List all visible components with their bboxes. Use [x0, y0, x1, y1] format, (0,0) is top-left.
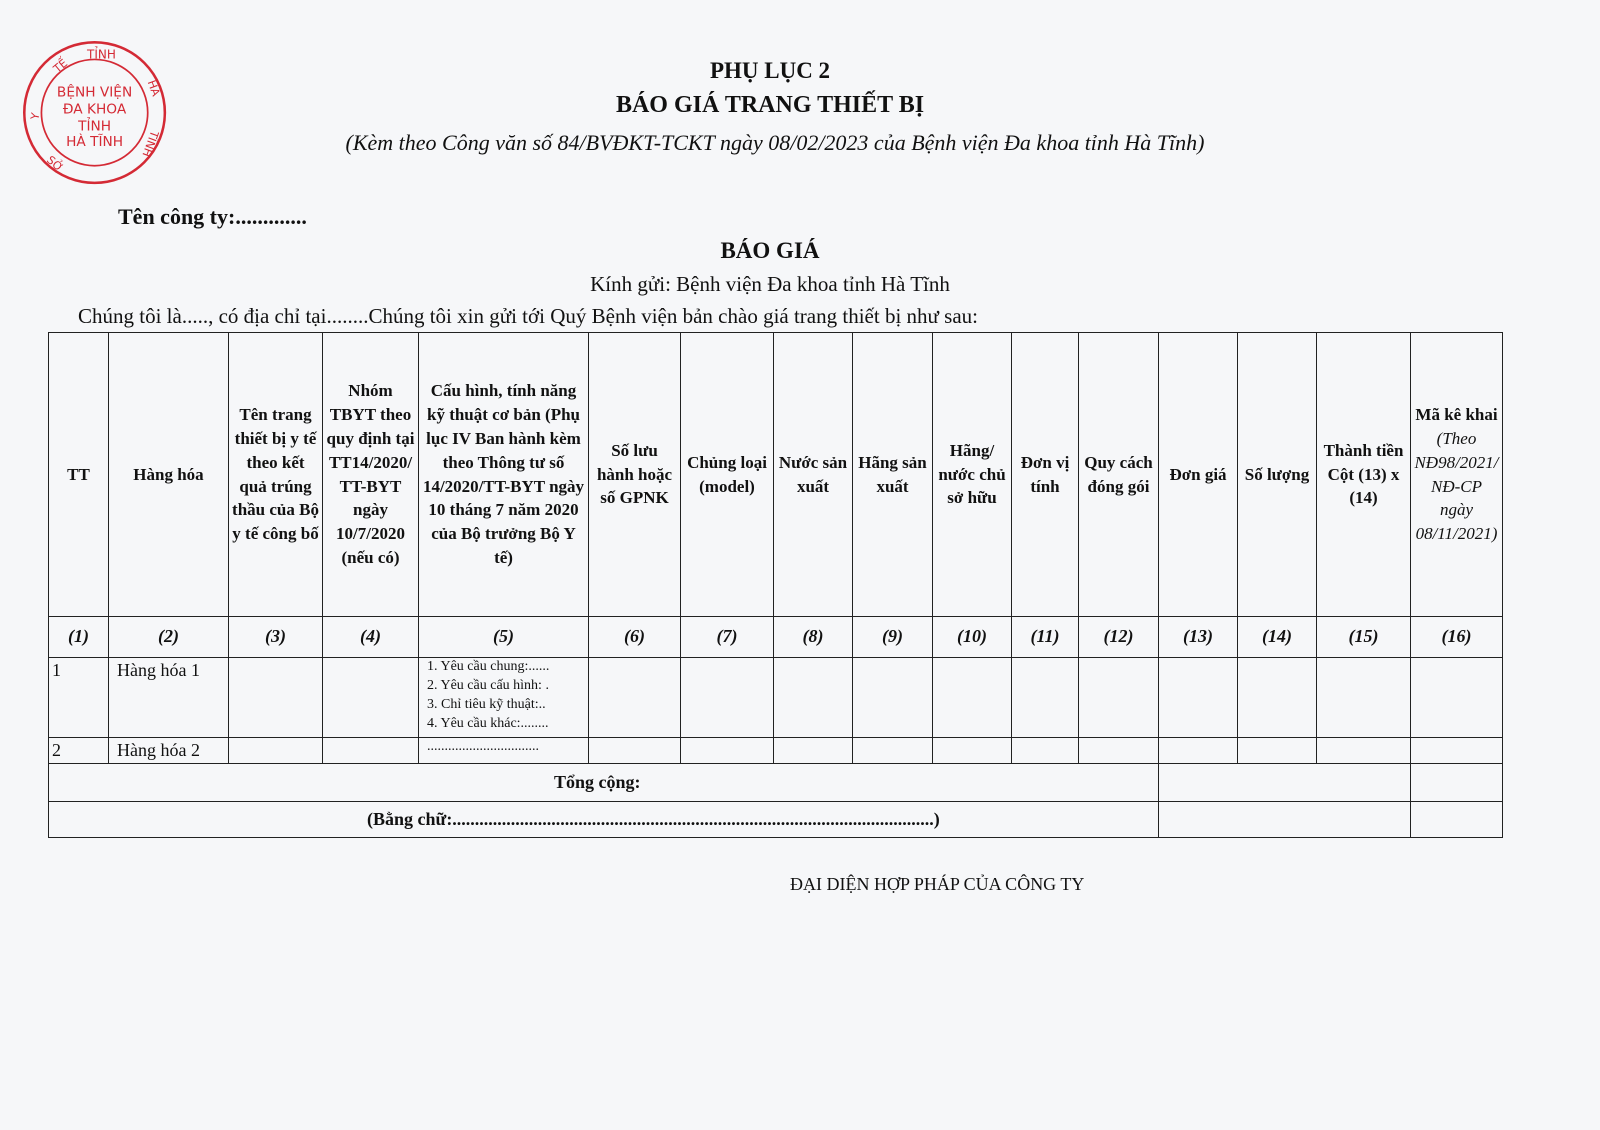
- col-number: (15): [1316, 616, 1411, 658]
- col-number: (8): [773, 616, 853, 658]
- col-number: (13): [1158, 616, 1238, 658]
- col-number: (14): [1237, 616, 1317, 658]
- col-number: (1): [48, 616, 109, 658]
- in-words-row: (Bằng chữ:..............................…: [48, 801, 1503, 839]
- col-header: Chủng loại (model): [680, 332, 774, 617]
- col-number: (11): [1011, 616, 1079, 658]
- document-subtitle: (Kèm theo Công văn số 84/BVĐKT-TCKT ngày…: [345, 130, 1205, 155]
- spec-line: 4. Yêu cầu khác:........: [427, 715, 549, 731]
- row-tt: 1: [48, 657, 109, 738]
- col-number: (3): [228, 616, 323, 658]
- total-row: Tổng cộng:: [48, 763, 1503, 803]
- col-header: Cấu hình, tính năng kỹ thuật cơ bản (Phụ…: [418, 332, 589, 617]
- col-header: Số lượng: [1237, 332, 1317, 617]
- recipient: Kính gửi: Bệnh viện Đa khoa tỉnh Hà Tĩnh: [590, 272, 950, 296]
- svg-text:ĐA KHOA: ĐA KHOA: [63, 101, 127, 117]
- col-header-note: (Theo NĐ98/2021/NĐ-CP ngày 08/11/2021): [1414, 428, 1499, 544]
- svg-text:Y: Y: [28, 112, 42, 122]
- col-header: Nước sản xuất: [773, 332, 853, 617]
- intro-text: Chúng tôi là....., có địa chỉ tại.......…: [78, 304, 978, 328]
- col-header: Nhóm TBYT theo quy định tại TT14/2020/TT…: [322, 332, 419, 617]
- row-spec: 1. Yêu cầu chung:...... 2. Yêu cầu cấu h…: [418, 657, 589, 738]
- company-name-label: Tên công ty:.............: [118, 204, 307, 229]
- svg-text:TỈNH: TỈNH: [86, 46, 116, 62]
- hospital-stamp: BỆNH VIỆN ĐA KHOA TỈNH HÀ TĨNH TỈNH TẾ Y…: [23, 41, 167, 185]
- in-words-label: (Bằng chữ:..............................…: [48, 801, 1159, 839]
- svg-text:TỈNH: TỈNH: [77, 117, 111, 135]
- svg-text:BỆNH VIỆN: BỆNH VIỆN: [57, 82, 132, 100]
- col-header-declaration: Mã kê khai (Theo NĐ98/2021/NĐ-CP ngày 08/…: [1410, 332, 1503, 617]
- col-header-label: Mã kê khai: [1415, 405, 1498, 425]
- col-header: Hãng sản xuất: [852, 332, 933, 617]
- svg-text:TĨNH: TĨNH: [139, 128, 161, 159]
- col-header: TT: [48, 332, 109, 617]
- row-spec: ................................: [418, 736, 589, 765]
- col-header: Tên trang thiết bị y tế theo kết quả trú…: [228, 332, 323, 617]
- spec-line: 3. Chỉ tiêu kỹ thuật:..: [427, 696, 546, 712]
- col-header: Đơn giá: [1158, 332, 1238, 617]
- col-header: Đơn vị tính: [1011, 332, 1079, 617]
- column-number-row: (1) (2) (3) (4) (5) (6) (7) (8) (9) (10)…: [48, 616, 1503, 658]
- table-row: 1 Hàng hóa 1 1. Yêu cầu chung:...... 2. …: [48, 657, 1503, 738]
- header-row: TT Hàng hóa Tên trang thiết bị y tế theo…: [48, 332, 1503, 617]
- signature-label: ĐẠI DIỆN HỢP PHÁP CỦA CÔNG TY: [790, 874, 1085, 894]
- col-number: (5): [418, 616, 589, 658]
- col-header: Thành tiền Cột (13) x (14): [1316, 332, 1411, 617]
- col-number: (9): [852, 616, 933, 658]
- svg-text:HÀ TĨNH: HÀ TĨNH: [66, 132, 123, 150]
- col-number: (10): [932, 616, 1012, 658]
- quote-title: BÁO GIÁ: [720, 238, 820, 263]
- svg-text:HÀ: HÀ: [145, 78, 163, 98]
- col-header: Số lưu hành hoặc số GPNK: [588, 332, 681, 617]
- col-number: (7): [680, 616, 774, 658]
- col-header: Hàng hóa: [108, 332, 229, 617]
- spec-line: 1. Yêu cầu chung:......: [427, 659, 550, 674]
- col-number: (16): [1410, 616, 1503, 658]
- table-row: 2 Hàng hóa 2 ...........................…: [48, 736, 1503, 765]
- col-header: Hãng/ nước chủ sở hữu: [932, 332, 1012, 617]
- total-label: Tổng cộng:: [48, 763, 1159, 803]
- col-header: Quy cách đóng gói: [1078, 332, 1159, 617]
- row-tt: 2: [48, 736, 109, 765]
- row-item: Hàng hóa 1: [108, 657, 229, 738]
- document-title: BÁO GIÁ TRANG THIẾT BỊ: [615, 92, 925, 118]
- row-item: Hàng hóa 2: [108, 736, 229, 765]
- quote-table: TT Hàng hóa Tên trang thiết bị y tế theo…: [48, 332, 1503, 839]
- appendix-label: PHỤ LỤC 2: [709, 58, 831, 83]
- col-number: (6): [588, 616, 681, 658]
- col-number: (2): [108, 616, 229, 658]
- col-number: (12): [1078, 616, 1159, 658]
- col-number: (4): [322, 616, 419, 658]
- spec-line: 2. Yêu cầu cấu hình: .: [427, 677, 549, 693]
